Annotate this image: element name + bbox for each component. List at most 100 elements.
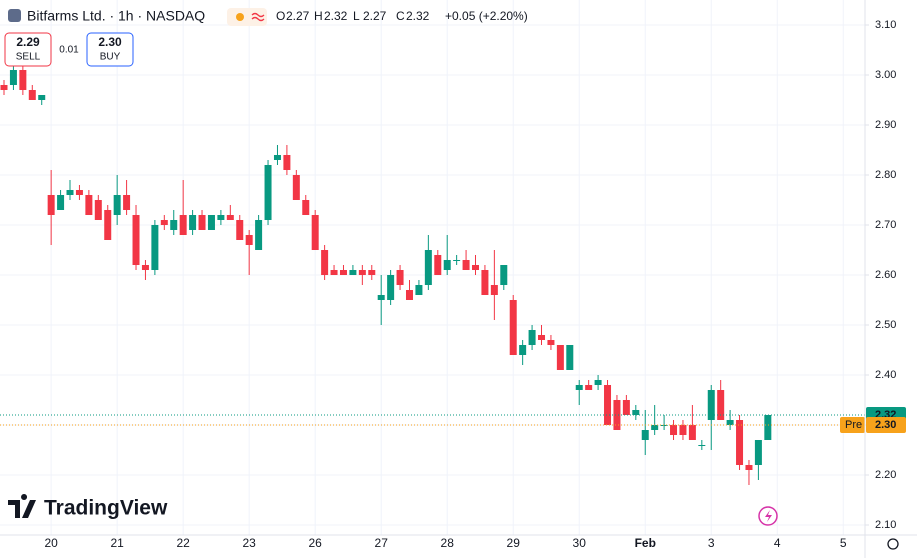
- candle-body: [679, 425, 687, 435]
- candle-body: [330, 270, 338, 275]
- x-tick-label: 29: [507, 536, 521, 550]
- settings-icon[interactable]: [887, 538, 899, 550]
- symbol-title[interactable]: Bitfarms Ltd. · 1h · NASDAQ: [27, 8, 205, 24]
- buy-button[interactable]: [86, 32, 134, 67]
- candle-body: [94, 200, 102, 220]
- y-tick-label: 3.10: [875, 19, 896, 31]
- candle-body: [160, 220, 168, 225]
- sun-icon: [236, 13, 244, 21]
- candle-body: [170, 220, 178, 230]
- x-tick-label: 22: [176, 536, 190, 550]
- ohlc-key: O: [276, 9, 285, 23]
- lightning-icon[interactable]: [758, 506, 778, 526]
- candle-body: [462, 260, 470, 270]
- candle-body: [632, 410, 640, 415]
- y-tick-label: 2.20: [875, 469, 896, 481]
- grid: 2.10 2.20 2.30 2.40 2.50 2.60 2.70 2.80 2.90 3.00…: [0, 0, 896, 550]
- candle-body: [764, 415, 772, 440]
- candle-body: [321, 250, 329, 275]
- ohlc-value: 2.27: [286, 9, 310, 23]
- ohlc-value: 2.32: [324, 9, 348, 23]
- ohlc-key: L: [353, 9, 360, 23]
- candle-body: [443, 260, 451, 270]
- candle-body: [47, 195, 55, 215]
- x-tick-label: 5: [840, 536, 847, 550]
- candle-body: [255, 220, 263, 250]
- candle-body: [9, 70, 17, 85]
- buy-label: BUY: [100, 52, 121, 63]
- sell-button[interactable]: [4, 32, 52, 67]
- candle-body: [151, 225, 159, 270]
- candle-body: [339, 270, 347, 275]
- candle-body: [405, 290, 413, 300]
- x-tick-label: 4: [774, 536, 781, 550]
- candle-body: [292, 175, 300, 200]
- candle-body: [688, 425, 696, 440]
- candle-body: [585, 385, 593, 390]
- candle-body: [179, 215, 187, 235]
- candle-body: [38, 95, 46, 100]
- candle-body: [641, 430, 649, 440]
- candle-body: [519, 345, 527, 355]
- candle-body: [754, 440, 762, 465]
- candle-body: [726, 420, 734, 425]
- candle-body: [226, 215, 234, 220]
- candle-body: [283, 155, 291, 170]
- brand: TradingView: [44, 497, 168, 520]
- candle-body: [217, 215, 225, 220]
- x-tick-label: 21: [110, 536, 124, 550]
- candle-body: [113, 195, 121, 215]
- candle-body: [566, 345, 574, 370]
- candle-body: [349, 270, 357, 275]
- candle-body: [207, 215, 215, 230]
- lightning-glyph: [765, 510, 772, 522]
- candle-body: [377, 295, 385, 300]
- candle-body: [500, 265, 508, 285]
- y-tick-label: 2.40: [875, 369, 896, 381]
- y-tick-label: 2.10: [875, 519, 896, 531]
- y-tick-label: 2.80: [875, 169, 896, 181]
- x-tick-label: Feb: [635, 536, 656, 550]
- candle-body: [396, 270, 404, 285]
- candle-body: [75, 190, 83, 195]
- candle-body: [481, 270, 489, 295]
- candle-body: [302, 200, 310, 215]
- brand-logo: [8, 494, 36, 518]
- ohlc-key: H: [314, 9, 323, 23]
- candle-body: [556, 345, 564, 370]
- candle-body: [104, 210, 112, 240]
- ohlc-legend: O 2.27 H 2.32 L 2.27 C 2.32: [276, 9, 430, 23]
- candle-body: [368, 270, 376, 275]
- ohlc-value: 2.32: [406, 9, 430, 23]
- y-tick-label: 2.70: [875, 219, 896, 231]
- x-tick-label: 26: [309, 536, 323, 550]
- candle-body: [0, 85, 8, 90]
- sell-price: 2.29: [16, 35, 40, 49]
- candle-body: [717, 390, 725, 420]
- y-tick-label: 2.60: [875, 269, 896, 281]
- candle-body: [622, 400, 630, 415]
- buy-price: 2.30: [98, 35, 122, 49]
- symbol-icon: [8, 9, 21, 22]
- candles: [0, 65, 772, 485]
- candle-body: [85, 195, 93, 215]
- candle-body: [613, 400, 621, 430]
- candle-body: [245, 235, 253, 245]
- candle-body: [415, 285, 423, 295]
- candle-body: [547, 340, 555, 345]
- x-tick-label: 23: [243, 536, 257, 550]
- candle-body: [509, 300, 517, 355]
- candle-body: [123, 195, 131, 210]
- session-badge: [227, 8, 267, 26]
- candle-body: [236, 220, 244, 240]
- candle-body: [698, 445, 706, 446]
- x-tick-label: 30: [573, 536, 587, 550]
- candle-body: [594, 380, 602, 385]
- candle-body: [490, 285, 498, 295]
- y-tick-label: 2.90: [875, 119, 896, 131]
- candle-body: [434, 255, 442, 275]
- candle-body: [538, 335, 546, 340]
- change: +0.05 (+2.20%): [445, 9, 528, 23]
